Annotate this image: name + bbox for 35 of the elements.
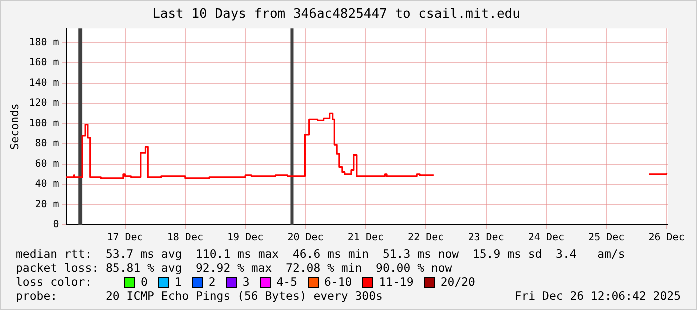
- x-tick-label: 24 Dec: [528, 232, 565, 244]
- y-tick-label: 160 m: [29, 58, 60, 69]
- text: median rtt: 53.7 ms avg 110.1 ms max 46.6 ms min 51.3 ms now 15.9 ms sd 3.4 am/s: [16, 247, 626, 261]
- chart-title: Last 10 Days from 346ac4825447 to csail.mit.edu: [152, 7, 520, 22]
- y-tick-label: 80 m: [35, 138, 60, 150]
- y-tick-label: 140 m: [29, 78, 60, 89]
- text: Fri Dec 26 12:06:42 2025: [514, 289, 681, 303]
- legend-label: 20/20: [440, 275, 476, 289]
- x-tick-label: 19 Dec: [228, 232, 264, 244]
- legend-title: loss color:: [16, 275, 94, 289]
- x-tick-label: 17 Dec: [107, 232, 144, 244]
- legend-label: 11-19: [379, 275, 414, 289]
- y-tick-label: 180 m: [29, 37, 60, 48]
- x-tick-label: 23 Dec: [468, 232, 504, 244]
- legend-label: 1: [174, 275, 182, 289]
- legend-label: 4-5: [276, 275, 298, 289]
- legend-label: 0: [141, 275, 148, 289]
- y-axis-title: Seconds: [8, 104, 22, 150]
- legend-label: 2: [208, 275, 216, 289]
- x-tick-label: 18 Dec: [167, 232, 204, 244]
- y-tick-label: 60 m: [35, 158, 60, 170]
- x-tick-label: 21 Dec: [348, 232, 384, 244]
- legend-label: 6-10: [324, 275, 352, 289]
- x-tick-label: 20 Dec: [288, 232, 324, 244]
- y-tick-label: 0: [53, 220, 60, 231]
- x-tick-label: 26 Dec: [648, 232, 685, 244]
- y-tick-label: 120 m: [29, 98, 60, 110]
- y-tick-label: 100 m: [29, 118, 60, 130]
- text: probe: 20 ICMP Echo Pings (56 Bytes) every 300s: [16, 289, 383, 303]
- x-tick-label: 25 Dec: [588, 232, 625, 244]
- x-tick-label: 22 Dec: [408, 232, 444, 244]
- y-tick-label: 40 m: [35, 179, 60, 190]
- legend-label: 3: [242, 275, 250, 289]
- text: packet loss: 85.81 % avg 92.92 % max 72.08 % min 90.00 % now: [16, 261, 454, 275]
- y-tick-label: 20 m: [35, 199, 60, 210]
